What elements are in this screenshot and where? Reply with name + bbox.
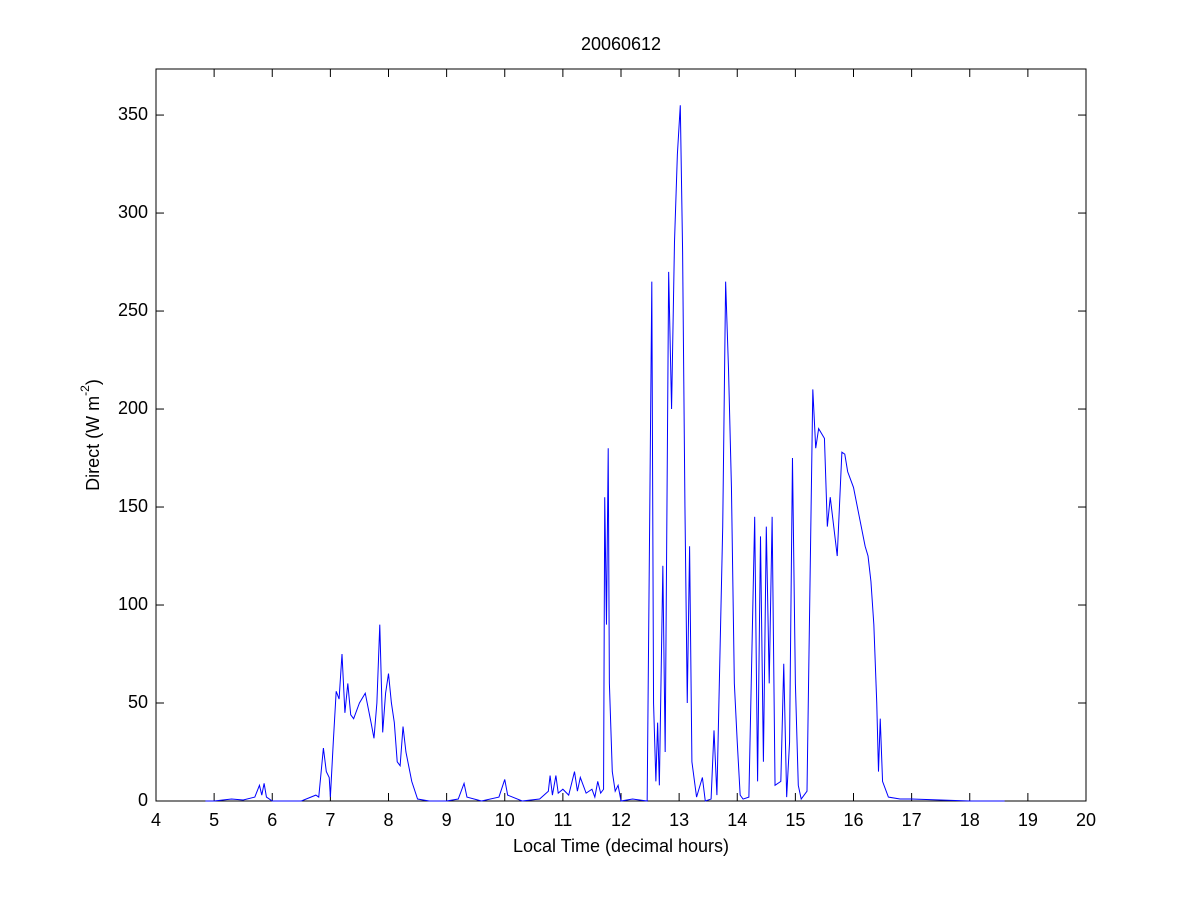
x-tick-label: 8 [383, 810, 393, 830]
y-axis-label-text: Direct (W m [83, 396, 103, 491]
x-tick-label: 4 [151, 810, 161, 830]
x-tick-label: 6 [267, 810, 277, 830]
x-tick-label: 5 [209, 810, 219, 830]
x-tick-label: 13 [669, 810, 689, 830]
y-tick-label: 250 [118, 300, 148, 320]
chart-title: 20060612 [581, 34, 661, 54]
x-tick-label: 19 [1018, 810, 1038, 830]
y-axis-label-superscript: -2 [78, 385, 92, 396]
x-axis-label: Local Time (decimal hours) [513, 836, 729, 856]
data-line [205, 105, 1005, 802]
x-tick-label: 11 [554, 810, 573, 830]
y-tick-label: 150 [118, 496, 148, 516]
y-tick-label: 0 [138, 790, 148, 810]
x-tick-label: 15 [785, 810, 805, 830]
x-tick-label: 20 [1076, 810, 1096, 830]
x-tick-label: 14 [727, 810, 747, 830]
y-tick-label: 200 [118, 398, 148, 418]
y-tick-label: 100 [118, 594, 148, 614]
x-tick-label: 17 [902, 810, 922, 830]
x-tick-label: 18 [960, 810, 980, 830]
x-tick-label: 9 [442, 810, 452, 830]
y-tick-label: 350 [118, 104, 148, 124]
y-tick-label: 50 [128, 692, 148, 712]
y-tick-label: 300 [118, 202, 148, 222]
x-tick-label: 10 [495, 810, 515, 830]
x-tick-label: 16 [843, 810, 863, 830]
x-tick-label: 12 [611, 810, 631, 830]
y-axis-label: Direct (W m-2) [78, 379, 103, 491]
x-tick-label: 7 [325, 810, 335, 830]
y-axis-label-suffix: ) [83, 379, 103, 385]
